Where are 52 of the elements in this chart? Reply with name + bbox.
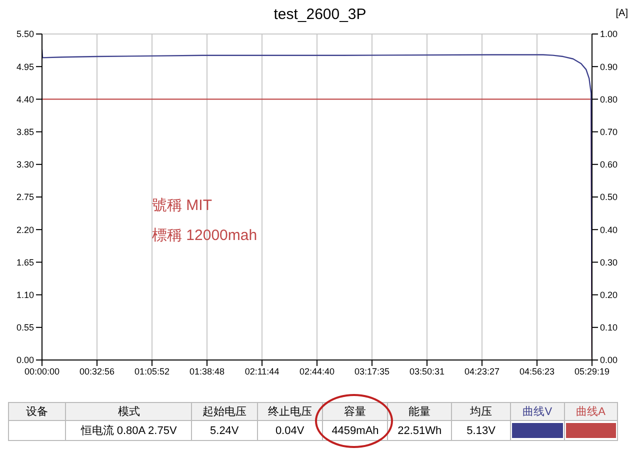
y2-tick-label: 0.30: [600, 257, 618, 268]
y2-tick-label: 0.90: [600, 62, 618, 72]
y-tick-label: 4.40: [16, 94, 34, 104]
y2-axis-title: [A]: [616, 8, 628, 19]
x-tick-label: 04:56:23: [519, 366, 555, 376]
text: 0.04V: [257, 420, 323, 440]
y-tick-label: 2.20: [16, 224, 34, 235]
text: 4459mAh: [322, 420, 388, 440]
x-tick-label: 02:11:44: [244, 366, 280, 376]
text: 5.13V: [451, 420, 511, 440]
text: 22.51Wh: [388, 420, 452, 440]
x-tick-label: 03:50:31: [409, 366, 445, 376]
y-tick-label: 5.50: [16, 29, 34, 40]
chart-title: test_2600_3P: [274, 6, 366, 23]
y2-tick-label: 0.50: [600, 192, 618, 202]
x-tick-label: 04:23:27: [464, 366, 500, 376]
y-tick-label: 3.85: [16, 126, 34, 137]
x-tick-label: 00:32:56: [79, 366, 115, 376]
annotation: 標稱 12000mah: [152, 226, 258, 245]
text: 模式: [66, 402, 192, 420]
y2-tick-label: 0.70: [600, 126, 618, 137]
text: 均压: [451, 402, 511, 420]
y-tick-label: 4.95: [16, 62, 34, 72]
y-tick-label: 1.65: [16, 257, 34, 268]
x-tick-label: 03:17:35: [354, 366, 390, 376]
y2-tick-label: 0.20: [600, 290, 618, 300]
y-tick-label: 1.10: [16, 290, 34, 300]
text: 恒电流 0.80A 2.75V: [66, 420, 192, 440]
y2-tick-label: 1.00: [600, 29, 618, 40]
y2-tick-label: 0.40: [600, 224, 618, 235]
x-tick-label: 01:38:48: [189, 366, 225, 376]
y-tick-label: 3.30: [16, 160, 34, 170]
x-tick-label: 02:44:40: [299, 366, 335, 376]
text: 设备: [8, 402, 66, 420]
x-tick-label: 05:29:19: [574, 366, 610, 376]
y2-tick-label: 0.80: [600, 94, 618, 104]
y2-tick-label: 0.00: [600, 355, 618, 366]
y2-tick-label: 0.60: [600, 160, 618, 170]
text: 容量: [322, 402, 388, 420]
y-tick-label: 0.00: [16, 355, 34, 366]
x-tick-label: 01:05:52: [134, 366, 170, 376]
text: 能量: [388, 402, 452, 420]
y-tick-label: 2.75: [16, 192, 34, 202]
x-tick-label: 00:00:00: [24, 366, 60, 376]
text: 曲线V: [510, 402, 564, 420]
annotation: 號稱 MIT: [152, 196, 212, 215]
text: 起始电压: [192, 402, 258, 420]
text: 曲线A: [564, 402, 618, 420]
text: 5.24V: [192, 420, 258, 440]
text: 终止电压: [257, 402, 323, 420]
y-tick-label: 0.55: [16, 322, 34, 333]
y2-tick-label: 0.10: [600, 322, 618, 333]
